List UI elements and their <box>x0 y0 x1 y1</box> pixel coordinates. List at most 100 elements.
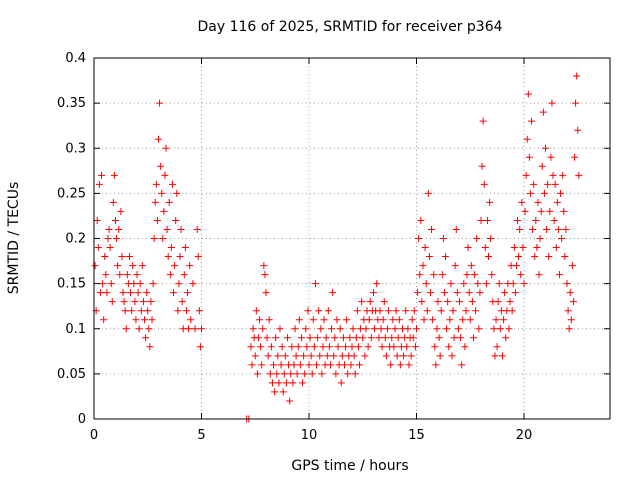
data-point <box>549 171 557 179</box>
data-point <box>376 307 384 315</box>
data-point <box>129 262 137 270</box>
data-point <box>391 325 399 333</box>
data-point <box>410 307 418 315</box>
data-point <box>500 316 508 324</box>
data-point <box>125 253 133 261</box>
data-point <box>514 216 522 224</box>
data-point <box>392 307 400 315</box>
data-point <box>141 316 149 324</box>
data-point <box>332 370 340 378</box>
data-point <box>458 361 466 369</box>
data-point <box>182 307 190 315</box>
data-point <box>342 343 350 351</box>
data-point <box>349 325 357 333</box>
data-point <box>308 370 316 378</box>
x-tick-label: 10 <box>301 428 318 443</box>
data-point <box>454 325 462 333</box>
data-point <box>170 289 178 297</box>
data-point <box>267 343 275 351</box>
data-point <box>264 352 272 360</box>
data-point <box>143 289 151 297</box>
data-point <box>158 189 166 197</box>
data-point <box>469 334 477 342</box>
data-point <box>572 99 580 107</box>
data-point <box>180 271 188 279</box>
data-point <box>543 225 551 233</box>
data-point <box>423 307 431 315</box>
data-point <box>148 316 156 324</box>
data-point <box>142 334 150 342</box>
data-point <box>462 307 470 315</box>
data-point <box>109 198 117 206</box>
data-point <box>330 352 338 360</box>
data-point <box>159 235 167 242</box>
data-point <box>564 307 572 315</box>
data-point <box>479 117 487 125</box>
data-point <box>323 352 331 360</box>
data-point <box>478 162 486 170</box>
data-point <box>418 298 426 306</box>
data-point <box>400 352 408 360</box>
data-point <box>130 280 138 288</box>
data-point <box>258 361 266 369</box>
data-point <box>145 325 153 333</box>
data-point <box>96 289 104 297</box>
data-point <box>146 343 154 351</box>
data-point <box>362 325 370 333</box>
data-point <box>378 343 386 351</box>
data-point <box>483 216 491 224</box>
data-point <box>358 298 366 306</box>
data-point <box>352 334 360 342</box>
data-point <box>313 361 321 369</box>
data-point <box>324 307 332 315</box>
data-point <box>151 198 159 206</box>
data-point <box>448 352 456 360</box>
data-point <box>114 262 122 270</box>
data-point <box>480 180 488 188</box>
data-point <box>461 343 469 351</box>
data-point <box>95 180 103 188</box>
data-point <box>117 207 125 215</box>
x-tick-label: 15 <box>408 428 425 443</box>
data-point <box>134 289 142 297</box>
data-point <box>150 235 158 242</box>
data-point <box>128 307 136 315</box>
y-tick-label: 0.3 <box>65 141 86 156</box>
data-point <box>408 316 416 324</box>
data-point <box>287 370 295 378</box>
data-point <box>271 388 279 396</box>
data-point <box>315 307 323 315</box>
data-point <box>132 316 140 324</box>
data-point <box>112 216 119 224</box>
data-point <box>566 289 574 297</box>
data-point <box>327 361 334 369</box>
data-point <box>476 289 484 297</box>
data-point <box>367 334 375 342</box>
data-point <box>482 280 490 288</box>
data-point <box>189 280 197 288</box>
data-point <box>270 361 278 369</box>
y-tick-label: 0 <box>78 412 86 427</box>
data-point <box>487 235 495 242</box>
data-point <box>276 325 284 333</box>
data-point <box>555 271 563 279</box>
axes-ticks: 0 5 10 15 20 0 0.05 0.1 0.15 0.2 0.25 0.3 0.35 0.4 <box>57 51 610 443</box>
data-point <box>380 298 388 306</box>
data-point <box>310 343 318 351</box>
data-point <box>390 343 398 351</box>
data-point <box>104 235 112 242</box>
data-point <box>156 99 164 107</box>
data-point <box>144 307 152 315</box>
data-point <box>571 153 579 161</box>
data-point <box>339 334 347 342</box>
data-point <box>379 316 387 324</box>
data-point <box>257 343 265 351</box>
data-point <box>118 253 126 261</box>
data-point <box>266 370 274 378</box>
data-point <box>559 171 567 179</box>
data-point <box>165 198 173 206</box>
data-point <box>542 144 549 152</box>
data-point <box>122 325 130 333</box>
data-point <box>136 280 144 288</box>
y-tick-label: 0.25 <box>57 186 86 201</box>
